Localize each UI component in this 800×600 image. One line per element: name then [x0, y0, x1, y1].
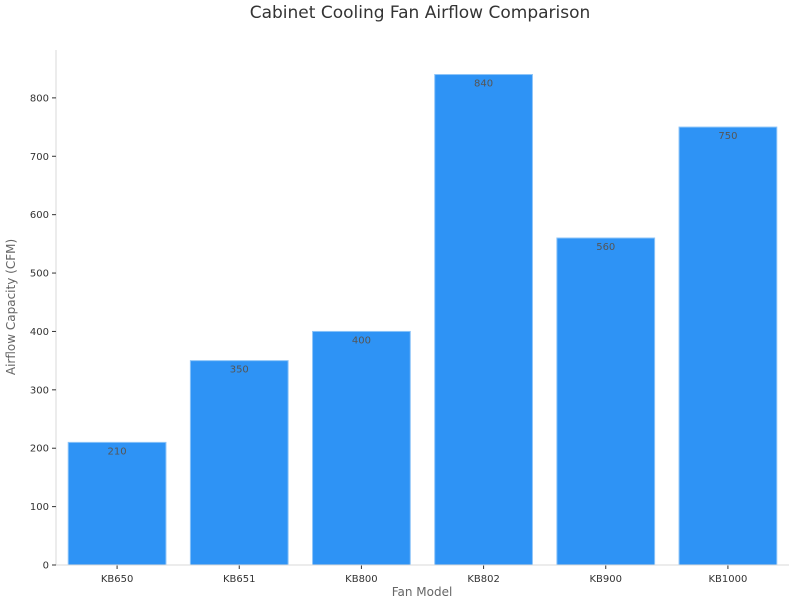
data-label-KB650: 210 [108, 446, 127, 457]
bar-KB650 [67, 441, 167, 566]
bar-KB800 [312, 330, 411, 566]
x-axis-label: Fan Model [392, 585, 453, 599]
data-label-KB900: 560 [596, 242, 615, 253]
y-tick-label: 600 [30, 210, 49, 221]
y-tick-label: 800 [30, 93, 49, 104]
data-label-KB802: 840 [474, 79, 493, 90]
x-tick-label: KB1000 [708, 574, 747, 585]
data-label-KB800: 400 [352, 335, 371, 346]
y-axis-label: Airflow Capacity (CFM) [4, 239, 18, 375]
x-tick-label: KB900 [589, 574, 622, 585]
bar-KB1000 [678, 126, 778, 566]
y-tick-label: 700 [30, 152, 49, 163]
data-label-KB651: 350 [230, 365, 249, 376]
x-tick-label: KB650 [101, 574, 134, 585]
y-tick-label: 400 [30, 327, 49, 338]
x-tick-label: KB802 [467, 574, 500, 585]
x-tick-label: KB651 [223, 574, 256, 585]
y-tick-label: 100 [30, 502, 49, 513]
y-tick-label: 500 [30, 269, 49, 280]
data-label-KB1000: 750 [718, 131, 737, 142]
bar-KB651 [189, 360, 289, 566]
x-tick-label: KB800 [345, 574, 378, 585]
y-tick-label: 0 [43, 561, 49, 572]
y-tick-label: 200 [30, 444, 49, 455]
bar-KB900 [556, 237, 656, 566]
bar-KB802 [434, 74, 533, 566]
chart-title: Cabinet Cooling Fan Airflow Comparison [250, 3, 591, 23]
y-tick-label: 300 [30, 385, 49, 396]
